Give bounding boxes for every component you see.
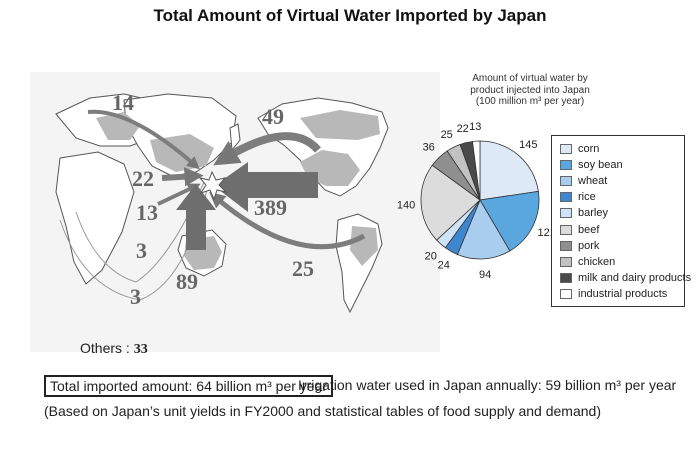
legend-swatch <box>560 160 572 171</box>
legend-label: corn <box>578 143 600 155</box>
others-label: Others : 33 <box>80 340 148 358</box>
legend-swatch <box>560 208 572 219</box>
flow-arrows <box>87 109 366 250</box>
flow-value-europe: 14 <box>112 90 134 115</box>
legend-label: pork <box>578 239 600 252</box>
flow-value-south-asia: 13 <box>136 200 158 225</box>
flow-value-southern-africa: 3 <box>130 284 141 309</box>
flow-arrow-south-america <box>209 191 366 250</box>
legend-swatch <box>560 176 572 187</box>
legend-label: milk and dairy products <box>578 271 692 284</box>
route-africa-3 <box>75 179 206 283</box>
flow-value-oceania: 89 <box>176 269 198 294</box>
brazil-shade <box>350 226 378 266</box>
pie-title-line-2: product injected into Japan <box>470 84 590 96</box>
legend-label: beef <box>578 223 600 236</box>
flow-value-north-america: 49 <box>262 104 284 129</box>
flow-value-africa: 3 <box>136 238 147 263</box>
legend-swatch <box>560 240 572 251</box>
pie-title-line-3: (100 million m³ per year) <box>475 96 585 107</box>
others-value: 33 <box>133 342 148 357</box>
flow-arrow-north-america <box>213 132 322 166</box>
pie-title-line-1: Amount of virtual water by <box>472 73 588 84</box>
flow-value-middle-east: 22 <box>132 166 154 191</box>
legend-swatch <box>560 224 572 235</box>
japan-star-icon <box>198 170 228 201</box>
flow-arrow-south-asia <box>157 183 201 206</box>
flow-arrow-europe <box>87 109 200 170</box>
others-text: Others : <box>80 340 130 356</box>
page-title: Total Amount of Virtual Water Imported b… <box>153 6 547 25</box>
flow-labels: 14 49 22 13 3 3 89 389 25 <box>112 90 314 309</box>
flow-arrow-oceania-89 <box>176 184 216 250</box>
flow-value-us: 389 <box>254 195 287 220</box>
pie-title: Amount of virtual water by product injec… <box>450 73 610 108</box>
legend-label: soy bean <box>578 159 623 172</box>
flow-arrow-middle-east <box>161 167 204 187</box>
major-flows <box>176 162 318 250</box>
legend-label: rice <box>578 191 596 204</box>
legend-swatch <box>560 288 572 299</box>
legend-swatch <box>560 144 572 154</box>
africa <box>55 151 135 285</box>
canada-shade <box>300 110 380 140</box>
basis-note: (Based on Japan’s unit yields in FY2000 … <box>44 403 601 419</box>
legend-label: wheat <box>578 175 608 188</box>
total-imported-box: Total imported amount: 64 billion m³ per… <box>44 375 334 397</box>
irrigation-note: Irrigation water used in Japan annually:… <box>298 377 677 393</box>
legend-swatch <box>560 192 572 203</box>
flow-value-south-america: 25 <box>292 256 314 281</box>
legend-swatch <box>560 256 572 267</box>
legend-label: barley <box>578 207 608 220</box>
flow-arrow-us-389 <box>214 162 318 212</box>
japan-burst <box>198 170 228 201</box>
pie-legend: corn soy bean wheat rice barley beef pork chick… <box>551 135 691 307</box>
legend-label: chicken <box>578 255 616 268</box>
legend-swatch <box>560 272 572 283</box>
legend-label: industrial products <box>578 287 668 300</box>
